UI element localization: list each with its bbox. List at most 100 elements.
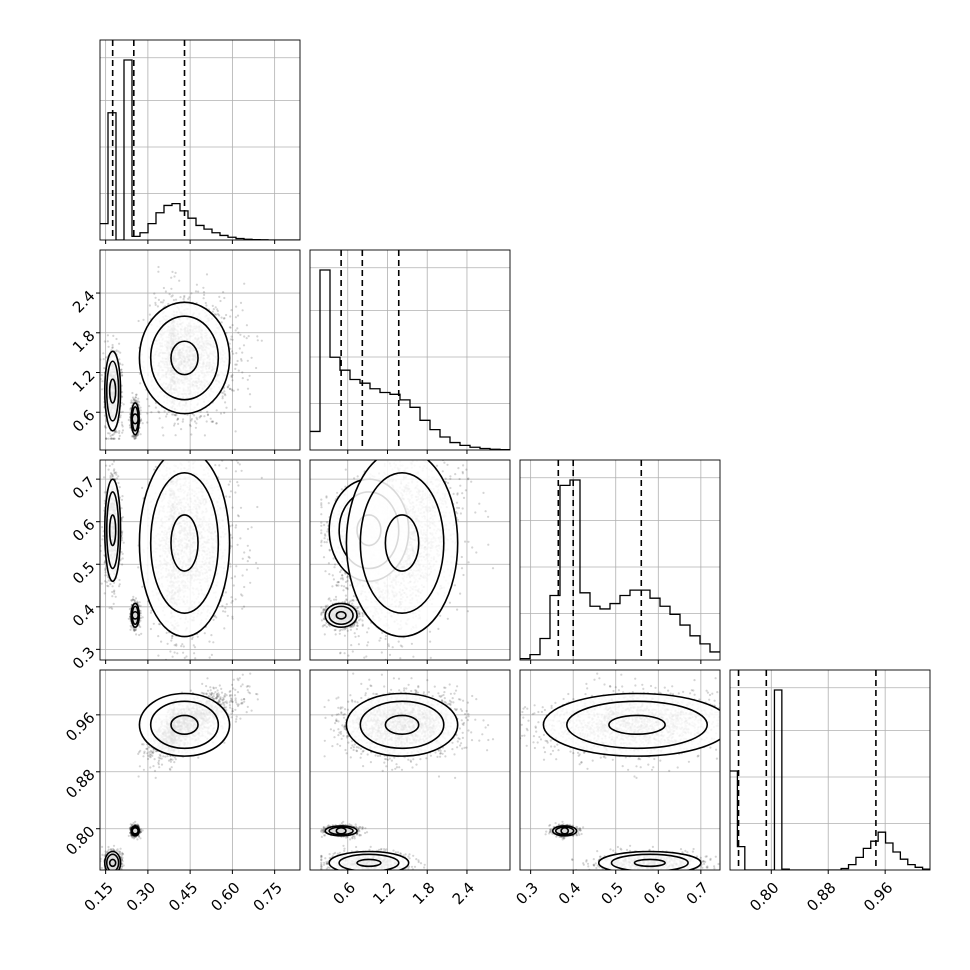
- sample-point: [101, 388, 104, 391]
- sample-point: [235, 305, 238, 308]
- sample-point: [206, 410, 209, 413]
- sample-point: [230, 388, 233, 391]
- sample-point: [168, 293, 171, 296]
- sample-point: [114, 430, 117, 433]
- sample-point: [174, 414, 177, 417]
- sample-point: [240, 469, 243, 472]
- sample-point: [172, 413, 175, 416]
- sample-point: [139, 625, 142, 629]
- sample-point: [132, 398, 136, 401]
- sample-point: [236, 514, 240, 517]
- sample-point: [132, 628, 136, 631]
- sample-point: [157, 265, 160, 269]
- sample-point: [225, 406, 228, 409]
- sample-point: [121, 374, 124, 377]
- sample-point: [119, 351, 122, 354]
- sample-point: [121, 423, 124, 426]
- sample-point: [115, 471, 118, 474]
- sample-point: [101, 526, 104, 529]
- panel-frame-1-0: [99, 249, 301, 451]
- sample-point: [241, 377, 244, 380]
- sample-point: [135, 393, 138, 396]
- sample-point: [231, 379, 234, 382]
- sample-point: [133, 600, 137, 603]
- sample-point: [245, 324, 248, 327]
- sample-point: [141, 616, 144, 619]
- sample-point: [129, 407, 132, 410]
- sample-point: [112, 469, 115, 472]
- sample-point: [120, 371, 123, 374]
- sample-point: [231, 338, 234, 341]
- sample-point: [193, 414, 196, 417]
- sample-point: [190, 419, 193, 422]
- sample-point: [113, 581, 116, 584]
- sample-point: [136, 399, 139, 403]
- sample-point: [235, 352, 238, 355]
- sample-point: [193, 420, 197, 423]
- sample-point: [120, 421, 123, 424]
- sample-point: [189, 425, 192, 428]
- sample-point: [154, 301, 157, 304]
- sample-point: [120, 371, 124, 374]
- sample-point: [241, 594, 244, 597]
- sample-point: [173, 413, 177, 417]
- sample-point: [239, 333, 242, 336]
- sample-point: [218, 464, 221, 467]
- sample-point: [118, 430, 121, 433]
- sample-point: [111, 343, 114, 347]
- sample-point: [214, 313, 218, 316]
- sample-point: [224, 401, 227, 404]
- sample-point: [139, 612, 142, 615]
- sample-point: [112, 460, 116, 463]
- sample-point: [211, 310, 214, 313]
- sample-point: [229, 326, 232, 329]
- sample-point: [171, 270, 174, 273]
- sample-point: [190, 292, 193, 295]
- sample-point: [243, 335, 246, 338]
- sample-point: [130, 399, 133, 402]
- sample-point: [146, 412, 149, 415]
- sample-point: [237, 369, 240, 372]
- sample-point: [205, 273, 209, 276]
- sample-point: [154, 465, 157, 468]
- sample-point: [131, 396, 135, 399]
- sample-point: [229, 480, 232, 483]
- sample-point: [236, 359, 239, 363]
- sample-point: [229, 565, 232, 568]
- sample-point: [132, 436, 135, 439]
- sample-point: [134, 399, 137, 402]
- sample-point: [137, 397, 140, 400]
- sample-point: [231, 350, 234, 353]
- sample-point: [118, 437, 121, 440]
- sample-point: [118, 434, 121, 437]
- sample-point: [200, 414, 203, 418]
- sample-point: [121, 363, 124, 366]
- sample-point: [230, 309, 233, 312]
- sample-point: [122, 403, 125, 406]
- sample-point: [215, 422, 218, 425]
- histogram-step-1: [310, 269, 510, 450]
- sample-point: [190, 433, 193, 436]
- sample-point: [134, 628, 137, 631]
- sample-point: [131, 434, 134, 438]
- panel-2-0: [96, 459, 301, 664]
- sample-point: [231, 374, 234, 377]
- sample-point: [121, 531, 124, 534]
- sample-point: [240, 358, 243, 361]
- sample-point: [230, 596, 233, 599]
- sample-point: [139, 433, 142, 436]
- sample-point: [228, 387, 231, 390]
- contour-1-0-2-1: [149, 315, 220, 401]
- sample-point: [197, 290, 200, 293]
- sample-point: [130, 435, 134, 438]
- sample-point: [223, 296, 226, 300]
- sample-point: [249, 405, 252, 408]
- sample-point: [137, 319, 140, 323]
- sample-point: [209, 417, 212, 420]
- sample-point: [134, 437, 137, 440]
- sample-point: [214, 306, 217, 309]
- sample-point: [134, 437, 138, 440]
- sample-point: [103, 414, 106, 417]
- sample-point: [203, 415, 206, 418]
- sample-point: [236, 388, 240, 391]
